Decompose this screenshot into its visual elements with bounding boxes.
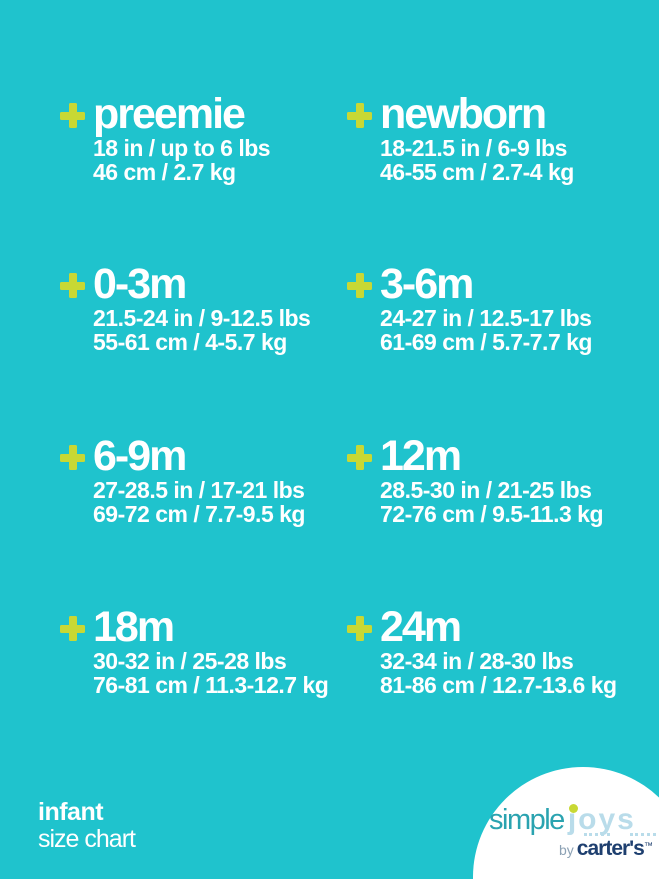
- dotted-underline-icon: [584, 833, 610, 836]
- size-label: preemie: [93, 90, 246, 138]
- plus-icon: [60, 445, 85, 470]
- size-label: newborn: [380, 90, 547, 138]
- size-label: 6-9m: [93, 432, 187, 480]
- size-range-metric: 76-81 cm / 11.3-12.7 kg: [93, 672, 329, 698]
- logo-joys-text: joys: [567, 803, 636, 836]
- size-label: 24m: [380, 603, 462, 651]
- size-entry-3-6m: 3-6m 24-27 in / 12.5-17 lbs 61-69 cm / 5…: [347, 260, 592, 355]
- size-range-imperial: 21.5-24 in / 9-12.5 lbs: [93, 305, 311, 331]
- size-entry-24m: 24m 32-34 in / 28-30 lbs 81-86 cm / 12.7…: [347, 603, 617, 698]
- size-entry-12m: 12m 28.5-30 in / 21-25 lbs 72-76 cm / 9.…: [347, 432, 604, 527]
- size-range-imperial: 18 in / up to 6 lbs: [93, 135, 271, 161]
- size-range-metric: 46 cm / 2.7 kg: [93, 159, 236, 185]
- size-range-imperial: 24-27 in / 12.5-17 lbs: [380, 305, 592, 331]
- plus-icon: [347, 616, 372, 641]
- logo-carters-text: carter's: [576, 837, 645, 860]
- dotted-underline-icon: [630, 833, 656, 836]
- plus-icon: [347, 103, 372, 128]
- size-range-imperial: 32-34 in / 28-30 lbs: [380, 648, 574, 674]
- size-range-imperial: 30-32 in / 25-28 lbs: [93, 648, 287, 674]
- footer-title: size chart: [38, 825, 136, 853]
- trademark-symbol: ™: [643, 840, 653, 851]
- plus-icon: [60, 103, 85, 128]
- size-entry-6-9m: 6-9m 27-28.5 in / 17-21 lbs 69-72 cm / 7…: [60, 432, 305, 527]
- size-range-imperial: 18-21.5 in / 6-9 lbs: [380, 135, 567, 161]
- size-label: 12m: [380, 432, 462, 480]
- size-entry-18m: 18m 30-32 in / 25-28 lbs 76-81 cm / 11.3…: [60, 603, 329, 698]
- size-range-metric: 61-69 cm / 5.7-7.7 kg: [380, 329, 592, 355]
- size-entry-0-3m: 0-3m 21.5-24 in / 9-12.5 lbs 55-61 cm / …: [60, 260, 311, 355]
- size-range-metric: 81-86 cm / 12.7-13.6 kg: [380, 672, 617, 698]
- size-range-metric: 55-61 cm / 4-5.7 kg: [93, 329, 287, 355]
- j-dot-icon: [568, 804, 578, 813]
- size-range-imperial: 27-28.5 in / 17-21 lbs: [93, 477, 305, 503]
- size-entry-preemie: preemie 18 in / up to 6 lbs 46 cm / 2.7 …: [60, 90, 271, 185]
- size-label: 0-3m: [93, 260, 187, 308]
- footer: infant size chart: [38, 798, 136, 853]
- size-range-metric: 69-72 cm / 7.7-9.5 kg: [93, 501, 305, 527]
- size-label: 18m: [93, 603, 175, 651]
- plus-icon: [347, 273, 372, 298]
- logo-circle: simple joys by carter's™: [473, 767, 659, 879]
- size-label: 3-6m: [380, 260, 474, 308]
- size-range-metric: 72-76 cm / 9.5-11.3 kg: [380, 501, 604, 527]
- plus-icon: [60, 616, 85, 641]
- size-range-metric: 46-55 cm / 2.7-4 kg: [380, 159, 574, 185]
- brand-logo: simple joys: [489, 803, 636, 837]
- plus-icon: [60, 273, 85, 298]
- size-range-imperial: 28.5-30 in / 21-25 lbs: [380, 477, 592, 503]
- plus-icon: [347, 445, 372, 470]
- logo-by-text: by: [559, 842, 574, 858]
- size-entry-newborn: newborn 18-21.5 in / 6-9 lbs 46-55 cm / …: [347, 90, 574, 185]
- logo-simple-text: simple: [489, 804, 565, 836]
- footer-category: infant: [38, 798, 104, 826]
- brand-byline: by carter's™: [559, 837, 653, 861]
